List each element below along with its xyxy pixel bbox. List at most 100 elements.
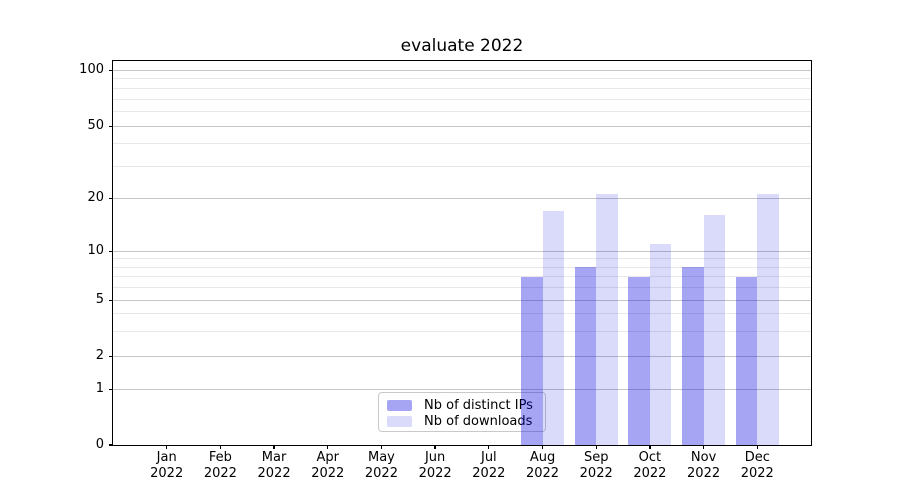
x-tick-label-apr: Apr 2022 — [296, 450, 360, 481]
x-tick-label-year-dec: 2022 — [740, 465, 774, 481]
x-tick-label-may: May 2022 — [349, 450, 413, 481]
y-gridline-minor-8 — [113, 266, 811, 268]
legend: Nb of distinct IPs Nb of downloads — [378, 392, 546, 432]
y-tick-mark-0 — [108, 444, 113, 446]
y-tick-label-1: 1 — [95, 381, 104, 397]
y-gridline-minor-4 — [113, 313, 811, 315]
x-tick-mark-oct — [649, 445, 651, 450]
y-tick-mark-20 — [108, 197, 113, 199]
y-gridline-minor-60 — [113, 111, 811, 113]
bar-downloads-nov — [703, 215, 726, 445]
x-tick-label-year-mar: 2022 — [257, 465, 291, 481]
bar-downloads-aug — [542, 210, 565, 445]
y-gridline-minor-40 — [113, 143, 811, 145]
x-tick-label-mar: Mar 2022 — [242, 450, 306, 481]
x-tick-label-year-feb: 2022 — [203, 465, 237, 481]
y-gridline-major-1 — [113, 388, 811, 390]
y-gridline-major-5 — [113, 299, 811, 301]
x-tick-label-month-may: May — [367, 450, 395, 465]
bar-distinct-ips-sep — [574, 267, 597, 445]
y-tick-label-2: 2 — [95, 348, 104, 364]
x-tick-label-oct: Oct 2022 — [618, 450, 682, 481]
y-tick-mark-10 — [108, 250, 113, 252]
x-tick-mark-dec — [756, 445, 758, 450]
y-gridline-major-20 — [113, 197, 811, 199]
x-tick-mark-aug — [541, 445, 544, 450]
y-gridline-minor-80 — [113, 87, 811, 89]
x-tick-label-jun: Jun 2022 — [403, 450, 467, 481]
y-gridline-major-50 — [113, 125, 811, 127]
x-tick-label-month-aug: Aug — [529, 450, 556, 465]
y-gridline-minor-6 — [113, 286, 811, 288]
y-gridline-major-2 — [113, 355, 811, 357]
y-tick-label-100: 100 — [79, 62, 104, 78]
x-tick-mark-jan — [166, 445, 168, 450]
x-tick-label-sep: Sep 2022 — [564, 450, 628, 481]
y-gridline-minor-30 — [113, 165, 811, 167]
y-tick-label-0: 0 — [95, 437, 104, 452]
x-tick-label-year-jun: 2022 — [418, 465, 452, 481]
legend-row-downloads: Nb of downloads — [387, 414, 545, 429]
x-tick-mark-nov — [702, 445, 705, 450]
bar-distinct-ips-aug — [521, 276, 543, 445]
legend-label-downloads: Nb of downloads — [424, 414, 533, 429]
legend-swatch-downloads — [387, 416, 412, 427]
y-gridline-minor-3 — [113, 331, 811, 333]
x-tick-label-month-nov: Nov — [690, 450, 717, 465]
x-tick-label-month-dec: Dec — [744, 450, 770, 465]
x-tick-label-month-jul: Jul — [480, 450, 497, 465]
chart-title: evaluate 2022 — [400, 36, 524, 56]
x-tick-mark-mar — [273, 445, 275, 450]
y-tick-mark-2 — [108, 355, 113, 357]
x-tick-label-dec: Dec 2022 — [725, 450, 789, 481]
x-tick-label-month-apr: Apr — [316, 450, 340, 465]
y-gridline-minor-90 — [113, 78, 811, 80]
y-gridline-minor-70 — [113, 98, 811, 100]
y-tick-mark-1 — [108, 388, 113, 390]
bar-downloads-dec — [757, 194, 779, 445]
x-tick-label-month-jun: Jun — [424, 450, 446, 465]
x-tick-label-jan: Jan 2022 — [135, 450, 199, 481]
x-tick-label-month-sep: Sep — [583, 450, 609, 465]
x-tick-label-month-jan: Jan — [156, 450, 177, 465]
x-tick-label-month-mar: Mar — [261, 450, 287, 465]
legend-label-distinct-ips: Nb of distinct IPs — [424, 398, 533, 413]
x-tick-label-jul: Jul 2022 — [457, 450, 521, 481]
x-tick-mark-may — [380, 445, 383, 450]
bar-distinct-ips-dec — [735, 276, 758, 445]
y-tick-mark-50 — [108, 125, 113, 127]
x-tick-label-year-apr: 2022 — [311, 465, 345, 481]
y-tick-mark-5 — [108, 299, 113, 301]
y-tick-label-5: 5 — [95, 292, 104, 308]
bar-distinct-ips-nov — [682, 267, 704, 445]
x-tick-label-year-aug: 2022 — [525, 465, 560, 481]
x-tick-mark-apr — [327, 445, 329, 450]
y-tick-mark-100 — [108, 69, 113, 71]
x-tick-mark-jul — [488, 445, 490, 450]
y-gridline-minor-7 — [113, 276, 811, 277]
x-tick-label-feb: Feb 2022 — [188, 450, 252, 481]
x-tick-mark-jun — [434, 445, 436, 450]
x-tick-label-aug: Aug 2022 — [511, 450, 575, 481]
x-tick-label-year-may: 2022 — [364, 465, 398, 481]
y-gridline-major-10 — [113, 250, 811, 252]
y-gridline-minor-9 — [113, 258, 811, 260]
x-tick-label-year-oct: 2022 — [633, 465, 667, 481]
x-tick-label-year-sep: 2022 — [579, 465, 613, 481]
bar-distinct-ips-oct — [628, 276, 650, 445]
x-tick-label-year-jul: 2022 — [472, 465, 506, 481]
x-tick-mark-sep — [595, 445, 597, 450]
y-tick-label-20: 20 — [87, 190, 104, 206]
y-tick-label-50: 50 — [87, 118, 104, 134]
y-gridline-major-100 — [113, 69, 811, 71]
x-tick-label-month-oct: Oct — [638, 450, 662, 465]
y-tick-label-10: 10 — [87, 243, 104, 259]
x-tick-label-year-jan: 2022 — [150, 465, 184, 481]
legend-row-distinct-ips: Nb of distinct IPs — [387, 398, 545, 413]
bar-downloads-sep — [596, 194, 618, 445]
legend-swatch-distinct-ips — [387, 400, 412, 411]
x-tick-label-nov: Nov 2022 — [672, 450, 736, 481]
x-tick-mark-feb — [219, 445, 222, 450]
x-tick-label-month-feb: Feb — [208, 450, 232, 465]
